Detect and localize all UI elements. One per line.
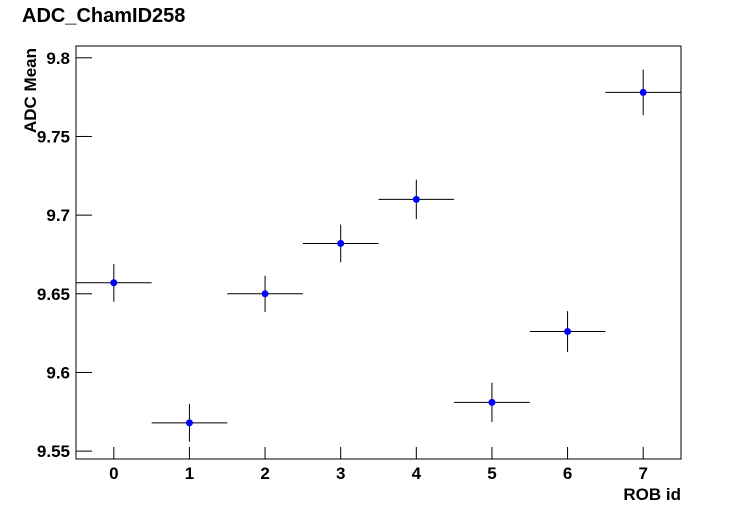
chart-title: ADC_ChamID258 [22,5,185,27]
y-tick-label: 9.6 [46,363,70,382]
y-axis-label: ADC Mean [21,48,40,133]
point [412,195,420,203]
point [639,88,647,96]
x-tick-label: 1 [185,464,194,483]
y-tick-label: 9.8 [46,49,70,68]
point [185,419,193,427]
point [488,398,496,406]
x-axis-label: ROB id [623,485,681,504]
point [110,279,118,287]
x-tick-label: 5 [487,464,496,483]
point [337,239,345,247]
y-tick-label: 9.7 [46,206,70,225]
x-tick-label: 3 [336,464,345,483]
x-tick-label: 7 [638,464,647,483]
x-tick-label: 4 [412,464,422,483]
y-tick-label: 9.75 [37,127,70,146]
point [261,290,269,298]
y-tick-label: 9.55 [37,442,70,461]
x-tick-label: 2 [260,464,269,483]
plot-frame [75,45,682,460]
y-tick-label: 9.65 [37,285,70,304]
x-tick-label: 0 [109,464,118,483]
x-tick-label: 6 [563,464,572,483]
point [564,328,572,336]
